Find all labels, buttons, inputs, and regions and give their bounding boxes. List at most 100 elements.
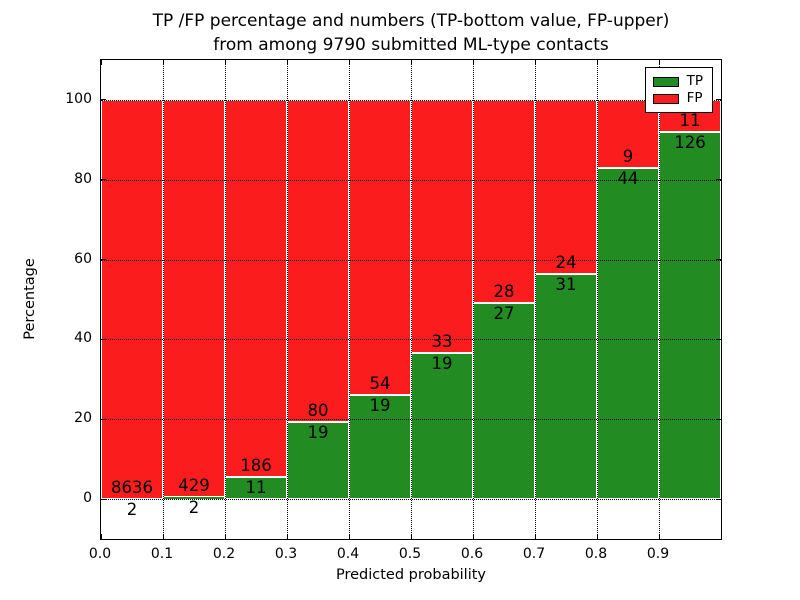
x-gridline bbox=[411, 60, 412, 539]
chart-title: TP /FP percentage and numbers (TP-bottom… bbox=[100, 9, 722, 57]
x-tick-mark bbox=[658, 534, 660, 539]
x-gridline bbox=[535, 60, 536, 539]
bar-label-tp: 31 bbox=[555, 275, 577, 295]
y-tick-mark bbox=[716, 418, 721, 420]
x-tick-mark bbox=[100, 60, 102, 65]
y-tick-label: 40 bbox=[74, 330, 92, 347]
x-tick-mark bbox=[286, 60, 288, 65]
bar-label-tp: 126 bbox=[674, 132, 706, 152]
x-tick-mark bbox=[224, 534, 226, 539]
x-tick-mark bbox=[596, 534, 598, 539]
bar-label-fp: 8636 bbox=[111, 478, 153, 497]
legend-swatch-tp bbox=[652, 76, 679, 87]
y-tick-label: 80 bbox=[74, 170, 92, 187]
y-tick-label: 100 bbox=[65, 90, 92, 107]
x-tick-mark bbox=[348, 60, 350, 65]
bar-label-fp: 9 bbox=[622, 146, 634, 166]
x-gridline bbox=[225, 60, 226, 539]
bar-segment-fp bbox=[535, 99, 597, 275]
x-gridline bbox=[287, 60, 288, 539]
y-gridline bbox=[101, 499, 721, 501]
bar-label-tp: 2 bbox=[188, 498, 200, 518]
x-tick-mark bbox=[410, 534, 412, 539]
bar-label-fp: 28 bbox=[493, 282, 515, 302]
y-tick-mark bbox=[101, 338, 106, 340]
x-tick-mark bbox=[286, 534, 288, 539]
y-gridline bbox=[101, 259, 721, 261]
bar-segment-tp bbox=[287, 422, 349, 500]
x-tick-mark bbox=[534, 60, 536, 65]
bar-label-tp: 19 bbox=[369, 396, 391, 416]
bar-segment-fp bbox=[101, 99, 163, 499]
bar-segment-tp bbox=[411, 353, 473, 500]
y-gridline bbox=[101, 339, 721, 341]
x-tick-label: 0.9 bbox=[646, 546, 670, 562]
x-tick-mark bbox=[410, 60, 412, 65]
x-axis-label: Predicted probability bbox=[335, 567, 487, 583]
y-tick-mark bbox=[716, 498, 721, 500]
legend-box: TP FP bbox=[644, 67, 713, 113]
chart-title-line1: TP /FP percentage and numbers (TP-bottom… bbox=[152, 11, 670, 31]
y-gridline bbox=[101, 179, 721, 181]
bar-segment-fp bbox=[473, 99, 535, 304]
y-tick-label: 20 bbox=[74, 410, 92, 427]
x-tick-mark bbox=[162, 60, 164, 65]
x-tick-mark bbox=[472, 60, 474, 65]
x-tick-mark bbox=[658, 60, 660, 65]
plot-area: 8636 2 429 2 186 11 80 19 54 19 33 19 28 27 24 31 9 44 11 1… bbox=[100, 59, 722, 540]
y-tick-mark bbox=[716, 99, 721, 101]
y-tick-mark bbox=[101, 99, 106, 101]
y-tick-mark bbox=[716, 259, 721, 261]
legend-swatch-fp bbox=[652, 93, 679, 104]
chart-title-line2: from among 9790 submitted ML-type contac… bbox=[213, 35, 609, 55]
y-gridline bbox=[101, 99, 721, 101]
bar-segment-fp bbox=[287, 99, 349, 423]
x-tick-mark bbox=[472, 534, 474, 539]
bar-label-fp: 429 bbox=[178, 476, 210, 496]
bar-label-fp: 54 bbox=[369, 374, 391, 394]
x-gridline bbox=[473, 60, 474, 539]
x-gridline bbox=[597, 60, 598, 539]
legend-entry-fp: FP bbox=[652, 90, 703, 107]
x-tick-label: 0.7 bbox=[522, 546, 546, 562]
bar-label-tp: 27 bbox=[493, 304, 515, 324]
legend-label-tp: TP bbox=[686, 73, 703, 89]
x-tick-label: 0.2 bbox=[212, 546, 236, 562]
bar-label-tp: 19 bbox=[431, 354, 453, 374]
x-gridline bbox=[349, 60, 350, 539]
y-axis-label: Percentage bbox=[22, 258, 38, 340]
x-tick-mark bbox=[224, 60, 226, 65]
x-tick-label: 0.3 bbox=[274, 546, 298, 562]
bar-label-fp: 33 bbox=[431, 332, 453, 352]
bar-segment-fp bbox=[163, 99, 225, 498]
bar-segment-tp bbox=[535, 274, 597, 500]
bar-segment-tp bbox=[659, 131, 721, 500]
x-tick-mark bbox=[534, 534, 536, 539]
x-tick-label: 0.1 bbox=[150, 546, 174, 562]
x-tick-mark bbox=[348, 534, 350, 539]
y-tick-mark bbox=[101, 259, 106, 261]
y-gridline bbox=[101, 419, 721, 421]
bar-label-tp: 19 bbox=[307, 423, 329, 443]
legend-label-fp: FP bbox=[686, 90, 703, 106]
y-tick-label: 0 bbox=[83, 490, 92, 507]
x-gridline bbox=[163, 60, 164, 539]
bar-segment-fp bbox=[225, 99, 287, 477]
bar-label-tp: 2 bbox=[126, 499, 138, 519]
y-tick-mark bbox=[716, 338, 721, 340]
bar-segment-tp bbox=[597, 167, 659, 500]
x-tick-label: 0.5 bbox=[398, 546, 422, 562]
x-tick-mark bbox=[596, 60, 598, 65]
bar-segment-fp bbox=[411, 99, 473, 354]
y-tick-mark bbox=[101, 179, 106, 181]
bar-label-tp: 44 bbox=[617, 168, 639, 188]
bar-label-tp: 11 bbox=[245, 477, 267, 497]
y-tick-mark bbox=[101, 418, 106, 420]
x-tick-label: 0.0 bbox=[88, 546, 112, 562]
bar-label-fp: 80 bbox=[307, 401, 329, 421]
x-tick-label: 0.8 bbox=[584, 546, 608, 562]
bar-label-fp: 186 bbox=[240, 455, 272, 475]
bar-segment-tp bbox=[473, 303, 535, 500]
x-tick-mark bbox=[162, 534, 164, 539]
